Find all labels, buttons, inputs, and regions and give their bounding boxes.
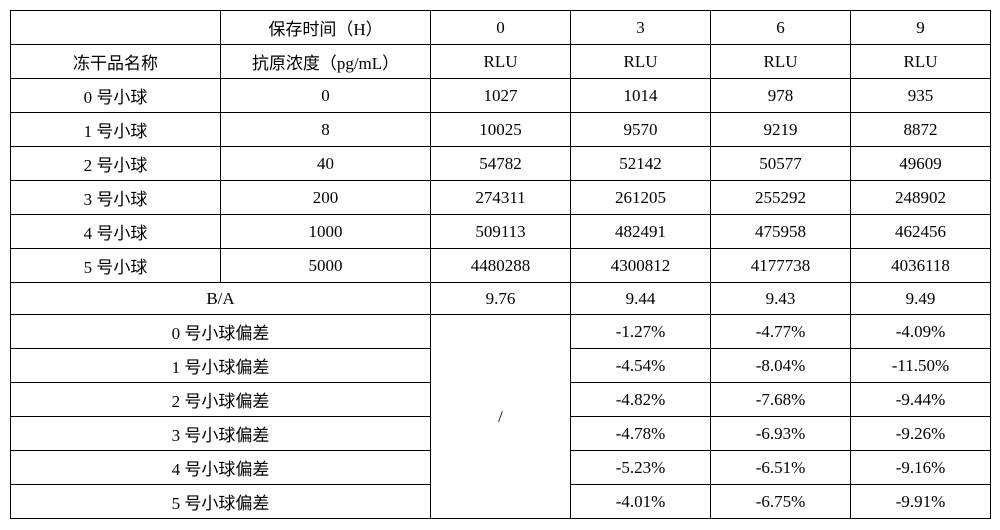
cell-val: 274311 bbox=[431, 181, 571, 215]
data-table: 保存时间（H） 0 3 6 9 冻干品名称 抗原浓度（pg/mL） RLU RL… bbox=[10, 10, 991, 519]
cell-bias-val: -11.50% bbox=[851, 349, 991, 383]
header-rlu-0: RLU bbox=[431, 45, 571, 79]
table-row: 4 号小球 1000 509113 482491 475958 462456 bbox=[11, 215, 991, 249]
cell-name: 2 号小球 bbox=[11, 147, 221, 181]
header-rlu-2: RLU bbox=[711, 45, 851, 79]
cell-ba-val: 9.44 bbox=[571, 283, 711, 315]
cell-val: 9570 bbox=[571, 113, 711, 147]
cell-bias-val: -9.44% bbox=[851, 383, 991, 417]
table-row-ba: B/A 9.76 9.44 9.43 9.49 bbox=[11, 283, 991, 315]
table-header-row-1: 保存时间（H） 0 3 6 9 bbox=[11, 11, 991, 45]
header-blank bbox=[11, 11, 221, 45]
cell-val: 462456 bbox=[851, 215, 991, 249]
cell-val: 50577 bbox=[711, 147, 851, 181]
cell-bias-val: -6.75% bbox=[711, 485, 851, 519]
cell-ba-label: B/A bbox=[11, 283, 431, 315]
cell-bias-val: -9.91% bbox=[851, 485, 991, 519]
cell-val: 509113 bbox=[431, 215, 571, 249]
cell-name: 0 号小球 bbox=[11, 79, 221, 113]
cell-val: 10025 bbox=[431, 113, 571, 147]
cell-bias-val: -4.09% bbox=[851, 315, 991, 349]
cell-bias-val: -5.23% bbox=[571, 451, 711, 485]
table-row-bias: 0 号小球偏差 / -1.27% -4.77% -4.09% bbox=[11, 315, 991, 349]
cell-ba-val: 9.49 bbox=[851, 283, 991, 315]
header-rlu-3: RLU bbox=[851, 45, 991, 79]
cell-val: 1014 bbox=[571, 79, 711, 113]
cell-val: 475958 bbox=[711, 215, 851, 249]
cell-bias-val: -4.54% bbox=[571, 349, 711, 383]
cell-bias-name: 1 号小球偏差 bbox=[11, 349, 431, 383]
cell-conc: 5000 bbox=[221, 249, 431, 283]
header-conc-label: 抗原浓度（pg/mL） bbox=[221, 45, 431, 79]
cell-bias-val: -4.78% bbox=[571, 417, 711, 451]
cell-val: 1027 bbox=[431, 79, 571, 113]
header-time-0: 0 bbox=[431, 11, 571, 45]
cell-bias-val: -4.01% bbox=[571, 485, 711, 519]
cell-bias-name: 4 号小球偏差 bbox=[11, 451, 431, 485]
header-rlu-1: RLU bbox=[571, 45, 711, 79]
cell-val: 261205 bbox=[571, 181, 711, 215]
cell-bias-val: -9.26% bbox=[851, 417, 991, 451]
cell-name: 5 号小球 bbox=[11, 249, 221, 283]
cell-val: 978 bbox=[711, 79, 851, 113]
cell-bias-val: -6.51% bbox=[711, 451, 851, 485]
cell-val: 8872 bbox=[851, 113, 991, 147]
cell-conc: 200 bbox=[221, 181, 431, 215]
header-time-3: 9 bbox=[851, 11, 991, 45]
cell-val: 255292 bbox=[711, 181, 851, 215]
cell-val: 52142 bbox=[571, 147, 711, 181]
cell-val: 4177738 bbox=[711, 249, 851, 283]
cell-conc: 40 bbox=[221, 147, 431, 181]
header-time-2: 6 bbox=[711, 11, 851, 45]
cell-bias-val: -8.04% bbox=[711, 349, 851, 383]
cell-bias-val: -7.68% bbox=[711, 383, 851, 417]
cell-bias-val: -9.16% bbox=[851, 451, 991, 485]
cell-conc: 1000 bbox=[221, 215, 431, 249]
table-row: 0 号小球 0 1027 1014 978 935 bbox=[11, 79, 991, 113]
cell-ba-val: 9.43 bbox=[711, 283, 851, 315]
cell-bias-placeholder: / bbox=[431, 315, 571, 519]
cell-name: 1 号小球 bbox=[11, 113, 221, 147]
table-row: 1 号小球 8 10025 9570 9219 8872 bbox=[11, 113, 991, 147]
cell-name: 3 号小球 bbox=[11, 181, 221, 215]
cell-val: 4036118 bbox=[851, 249, 991, 283]
cell-val: 935 bbox=[851, 79, 991, 113]
cell-bias-val: -4.82% bbox=[571, 383, 711, 417]
table-row: 5 号小球 5000 4480288 4300812 4177738 40361… bbox=[11, 249, 991, 283]
cell-val: 4480288 bbox=[431, 249, 571, 283]
cell-conc: 0 bbox=[221, 79, 431, 113]
cell-bias-val: -1.27% bbox=[571, 315, 711, 349]
header-time-label: 保存时间（H） bbox=[221, 11, 431, 45]
table-header-row-2: 冻干品名称 抗原浓度（pg/mL） RLU RLU RLU RLU bbox=[11, 45, 991, 79]
cell-val: 248902 bbox=[851, 181, 991, 215]
cell-val: 482491 bbox=[571, 215, 711, 249]
cell-ba-val: 9.76 bbox=[431, 283, 571, 315]
cell-bias-val: -4.77% bbox=[711, 315, 851, 349]
header-time-1: 3 bbox=[571, 11, 711, 45]
cell-bias-name: 2 号小球偏差 bbox=[11, 383, 431, 417]
cell-name: 4 号小球 bbox=[11, 215, 221, 249]
cell-val: 9219 bbox=[711, 113, 851, 147]
cell-val: 49609 bbox=[851, 147, 991, 181]
cell-conc: 8 bbox=[221, 113, 431, 147]
cell-bias-name: 5 号小球偏差 bbox=[11, 485, 431, 519]
cell-bias-name: 3 号小球偏差 bbox=[11, 417, 431, 451]
cell-val: 4300812 bbox=[571, 249, 711, 283]
cell-bias-val: -6.93% bbox=[711, 417, 851, 451]
cell-bias-name: 0 号小球偏差 bbox=[11, 315, 431, 349]
table-row: 3 号小球 200 274311 261205 255292 248902 bbox=[11, 181, 991, 215]
cell-val: 54782 bbox=[431, 147, 571, 181]
header-name-label: 冻干品名称 bbox=[11, 45, 221, 79]
table-row: 2 号小球 40 54782 52142 50577 49609 bbox=[11, 147, 991, 181]
